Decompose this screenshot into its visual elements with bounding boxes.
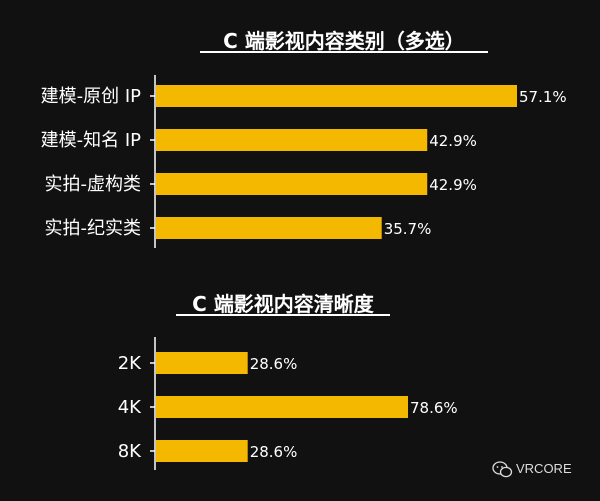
wechat-icon (492, 461, 513, 478)
data-label: 28.6% (250, 443, 298, 461)
bar (156, 129, 428, 151)
category-label: 2K (118, 353, 142, 374)
chart-category: C 端影视内容类别（多选） 建模-原创 IP 57.1% 建模-知名 IP 42.9%… (41, 29, 567, 248)
category-label: 建模-知名 IP (41, 130, 142, 151)
category-label: 实拍-虚构类 (45, 174, 142, 195)
data-label: 78.6% (410, 399, 458, 417)
watermark-text: VRCORE (516, 461, 572, 476)
bar (156, 173, 428, 195)
bar (156, 440, 248, 462)
bar (156, 217, 382, 239)
chart-resolution: C 端影视内容清晰度 2K 28.6% 4K 78.6% 8K 28.6% (118, 292, 458, 470)
bars-group: 建模-原创 IP 57.1% 建模-知名 IP 42.9% 实拍-虚构类 42.9% 实拍-… (41, 85, 567, 239)
data-label: 42.9% (429, 132, 477, 150)
category-label: 8K (118, 441, 142, 462)
bar (156, 352, 248, 374)
data-label: 28.6% (250, 355, 298, 373)
data-label: 35.7% (384, 220, 432, 238)
chart-title: C 端影视内容清晰度 (192, 292, 375, 316)
data-label: 42.9% (429, 176, 477, 194)
chart-title: C 端影视内容类别（多选） (223, 29, 465, 53)
data-label: 57.1% (519, 88, 567, 106)
category-label: 建模-原创 IP (41, 86, 142, 107)
category-label: 4K (118, 397, 142, 418)
bars-group: 2K 28.6% 4K 78.6% 8K 28.6% (118, 352, 458, 462)
bar (156, 396, 408, 418)
watermark: VRCORE (492, 461, 572, 478)
bar (156, 85, 517, 107)
category-label: 实拍-纪实类 (45, 218, 142, 239)
